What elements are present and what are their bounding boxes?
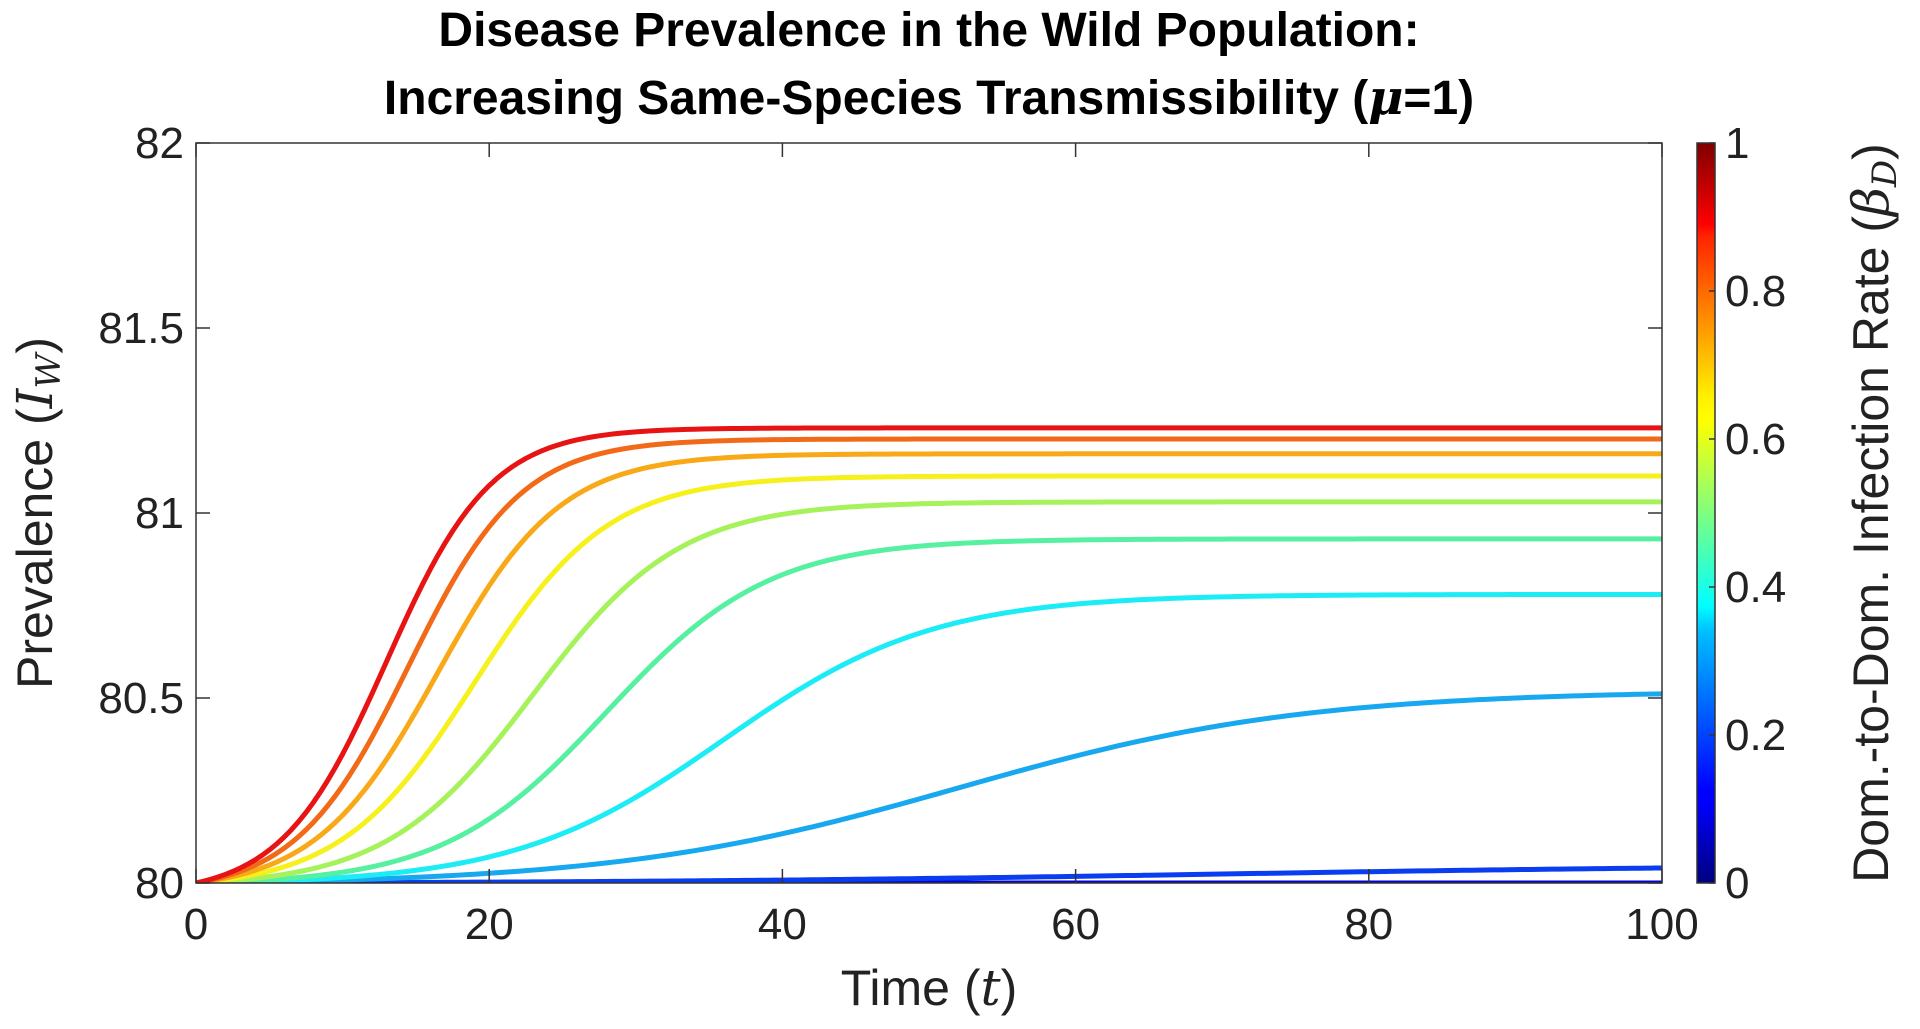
title-line2-symbol: μ: [1368, 70, 1403, 126]
y-tick-label: 81: [135, 489, 184, 538]
colorbar-tick-label: 1: [1725, 119, 1749, 168]
colorbar-tick-label: 0: [1725, 859, 1749, 908]
y-axis-ticks: 80 80.5 81 81.5 82: [98, 119, 1662, 908]
series-line-8: [196, 451, 1662, 883]
title-line2-prefix: Increasing Same-Species Transmissibility…: [384, 72, 1368, 125]
series-line-5: [196, 536, 1662, 883]
x-axis-label-prefix: Time (: [841, 960, 981, 1016]
colorbar-tick-label: 0.6: [1725, 415, 1786, 464]
colorbar-label-symbol: β: [1842, 187, 1900, 218]
series-line-3: [196, 691, 1662, 883]
colorbar-ticks: 0 0.2 0.4 0.6 0.8 1: [1709, 119, 1786, 908]
x-axis-label-suffix: ): [1001, 960, 1018, 1016]
title-line2-suffix: =1): [1403, 72, 1474, 125]
plot-background: [196, 143, 1662, 883]
colorbar-tick-label: 0.2: [1725, 711, 1786, 760]
x-axis-label: Time (t): [841, 959, 1018, 1017]
y-tick-label: 80: [135, 859, 184, 908]
colorbar: 0 0.2 0.4 0.6 0.8 1: [1696, 119, 1786, 908]
chart-title-line1: Disease Prevalence in the Wild Populatio…: [438, 4, 1419, 57]
x-tick-label: 20: [465, 900, 514, 949]
colorbar-gradient: [1696, 142, 1716, 884]
colorbar-label: Dom.-to-Dom. Infection Rate (βD): [1842, 143, 1905, 883]
colorbar-label-prefix: Dom.-to-Dom. Infection Rate (: [1843, 216, 1899, 883]
x-tick-label: 60: [1051, 900, 1100, 949]
x-axis-label-symbol: t: [981, 959, 1002, 1017]
series-line-7: [196, 473, 1662, 883]
y-axis-label-prefix: Prevalence (: [7, 408, 63, 689]
y-axis-label-symbol: I: [6, 387, 64, 409]
series-line-10: [196, 425, 1662, 883]
x-tick-label: 40: [758, 900, 807, 949]
y-tick-label: 80.5: [98, 674, 184, 723]
series-line-9: [196, 436, 1662, 883]
colorbar-tick-label: 0.4: [1725, 563, 1786, 612]
y-tick-label: 81.5: [98, 304, 184, 353]
colorbar-tick-label: 0.8: [1725, 267, 1786, 316]
chart-title-line2: Increasing Same-Species Transmissibility…: [384, 70, 1474, 126]
x-tick-label: 0: [184, 900, 208, 949]
x-axis-ticks: 0 20 40 60 80 100: [184, 143, 1699, 949]
x-tick-label: 100: [1625, 900, 1698, 949]
y-axis-label-suffix: ): [7, 337, 63, 354]
plot-area: 0 20 40 60 80 100 80 80.5 81 81.5 82: [98, 119, 1698, 949]
y-axis-label-subscript: W: [29, 351, 69, 389]
series-line-6: [196, 499, 1662, 883]
y-tick-label: 82: [135, 119, 184, 168]
x-tick-label: 80: [1344, 900, 1393, 949]
series-line-4: [196, 591, 1662, 883]
y-axis-label: Prevalence (IW): [6, 337, 69, 689]
colorbar-label-subscript: D: [1865, 160, 1905, 188]
series-lines: [196, 425, 1662, 883]
colorbar-label-suffix: ): [1843, 143, 1899, 160]
